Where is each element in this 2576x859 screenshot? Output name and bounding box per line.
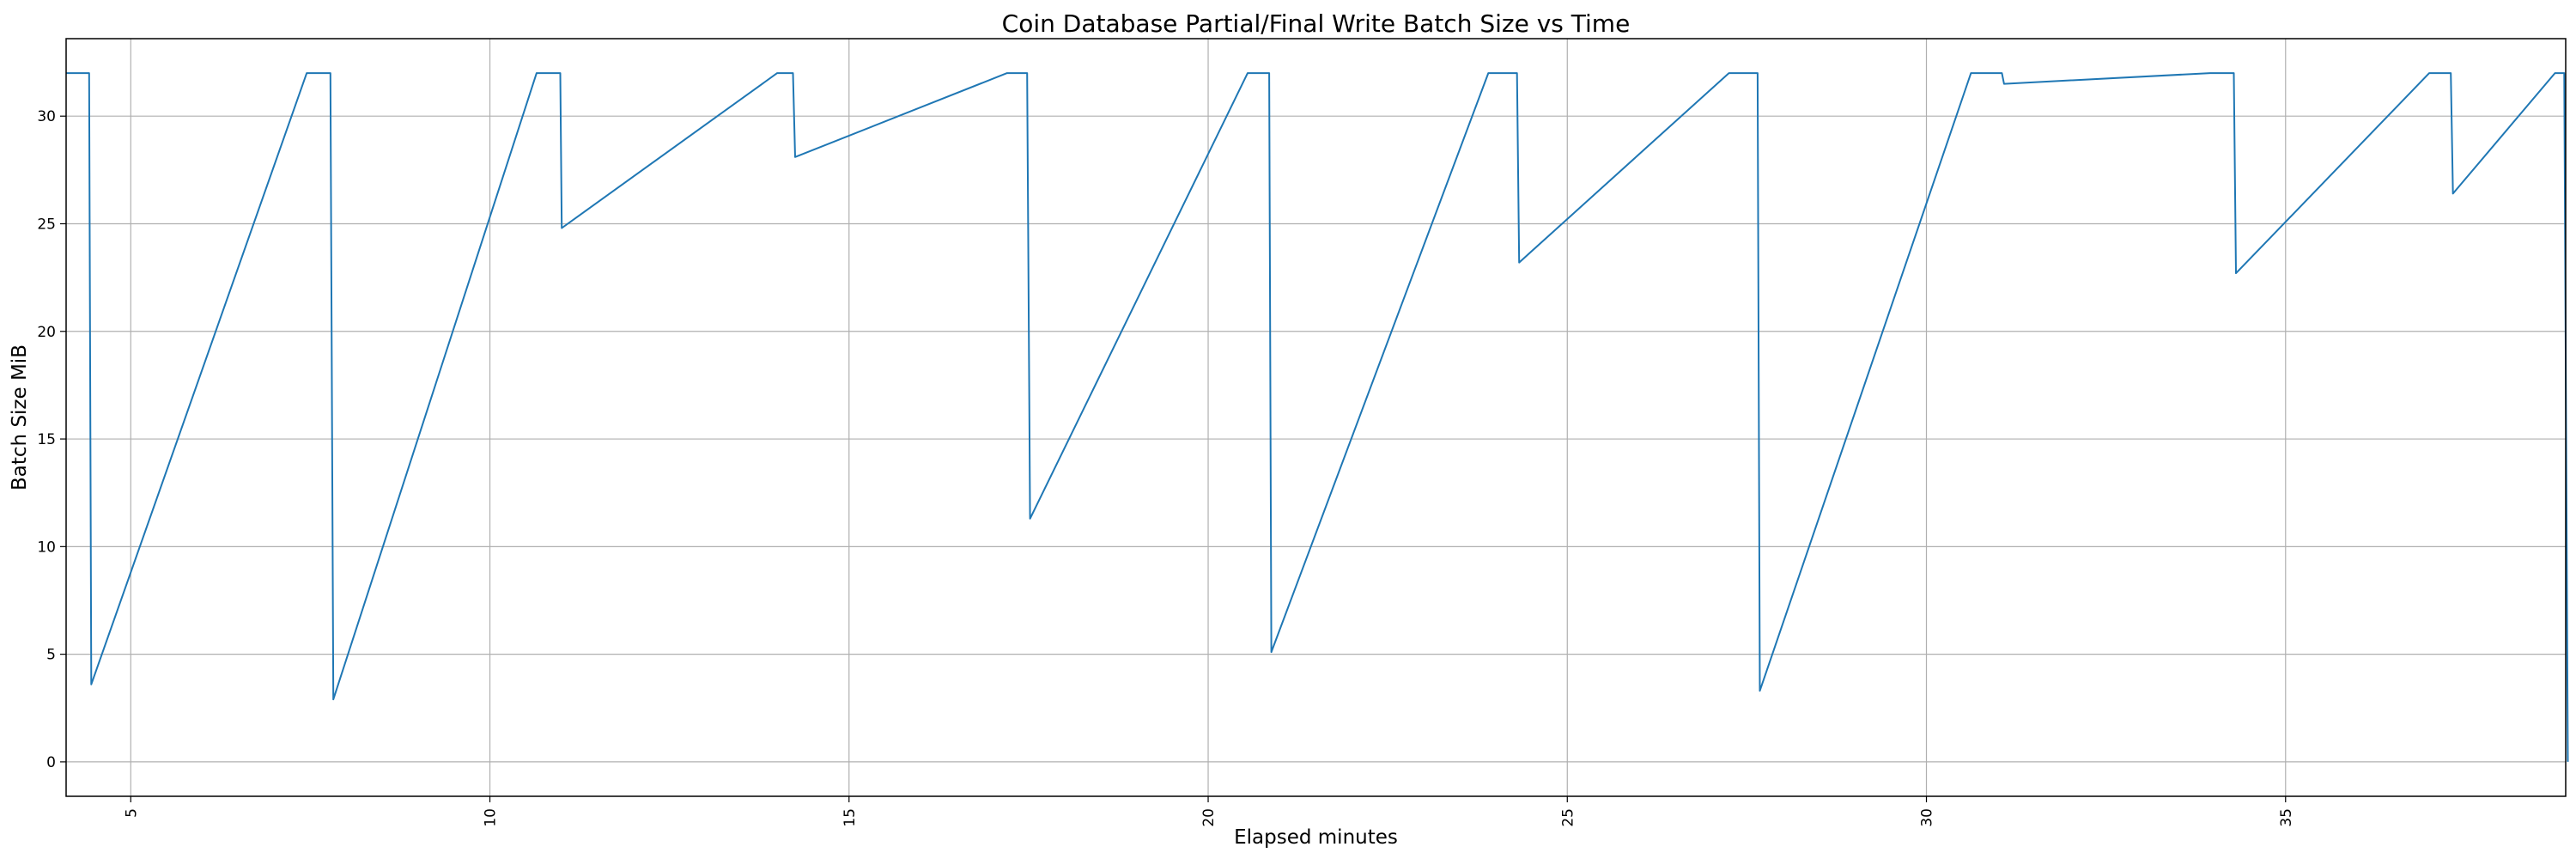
y-tick-label: 0 xyxy=(46,754,56,771)
x-axis-label: Elapsed minutes xyxy=(1234,826,1398,849)
y-tick-label: 20 xyxy=(37,324,56,341)
x-axis-ticks: 5 10 15 20 25 30 35 xyxy=(123,796,2295,827)
chart-title: Coin Database Partial/Final Write Batch … xyxy=(1002,9,1631,38)
y-tick-label: 10 xyxy=(37,539,56,556)
x-tick-label: 20 xyxy=(1200,808,1218,827)
y-tick-label: 15 xyxy=(37,431,56,448)
batch-size-line xyxy=(66,72,2569,762)
y-tick-label: 5 xyxy=(46,647,56,664)
x-tick-label: 30 xyxy=(1919,808,1936,827)
y-axis-ticks: 0 5 10 15 20 25 30 xyxy=(37,108,66,771)
plot-frame xyxy=(65,38,2567,797)
grid-lines xyxy=(66,39,2566,796)
x-tick-label: 15 xyxy=(841,808,859,827)
x-tick-label: 35 xyxy=(2278,808,2295,827)
y-axis-label: Batch Size MiB xyxy=(9,344,31,490)
y-tick-label: 30 xyxy=(37,108,56,125)
series-layer xyxy=(66,72,2569,762)
x-tick-label: 10 xyxy=(483,808,500,827)
y-tick-label: 25 xyxy=(37,216,56,233)
x-tick-label: 5 xyxy=(123,808,140,818)
x-tick-label: 25 xyxy=(1559,808,1577,827)
